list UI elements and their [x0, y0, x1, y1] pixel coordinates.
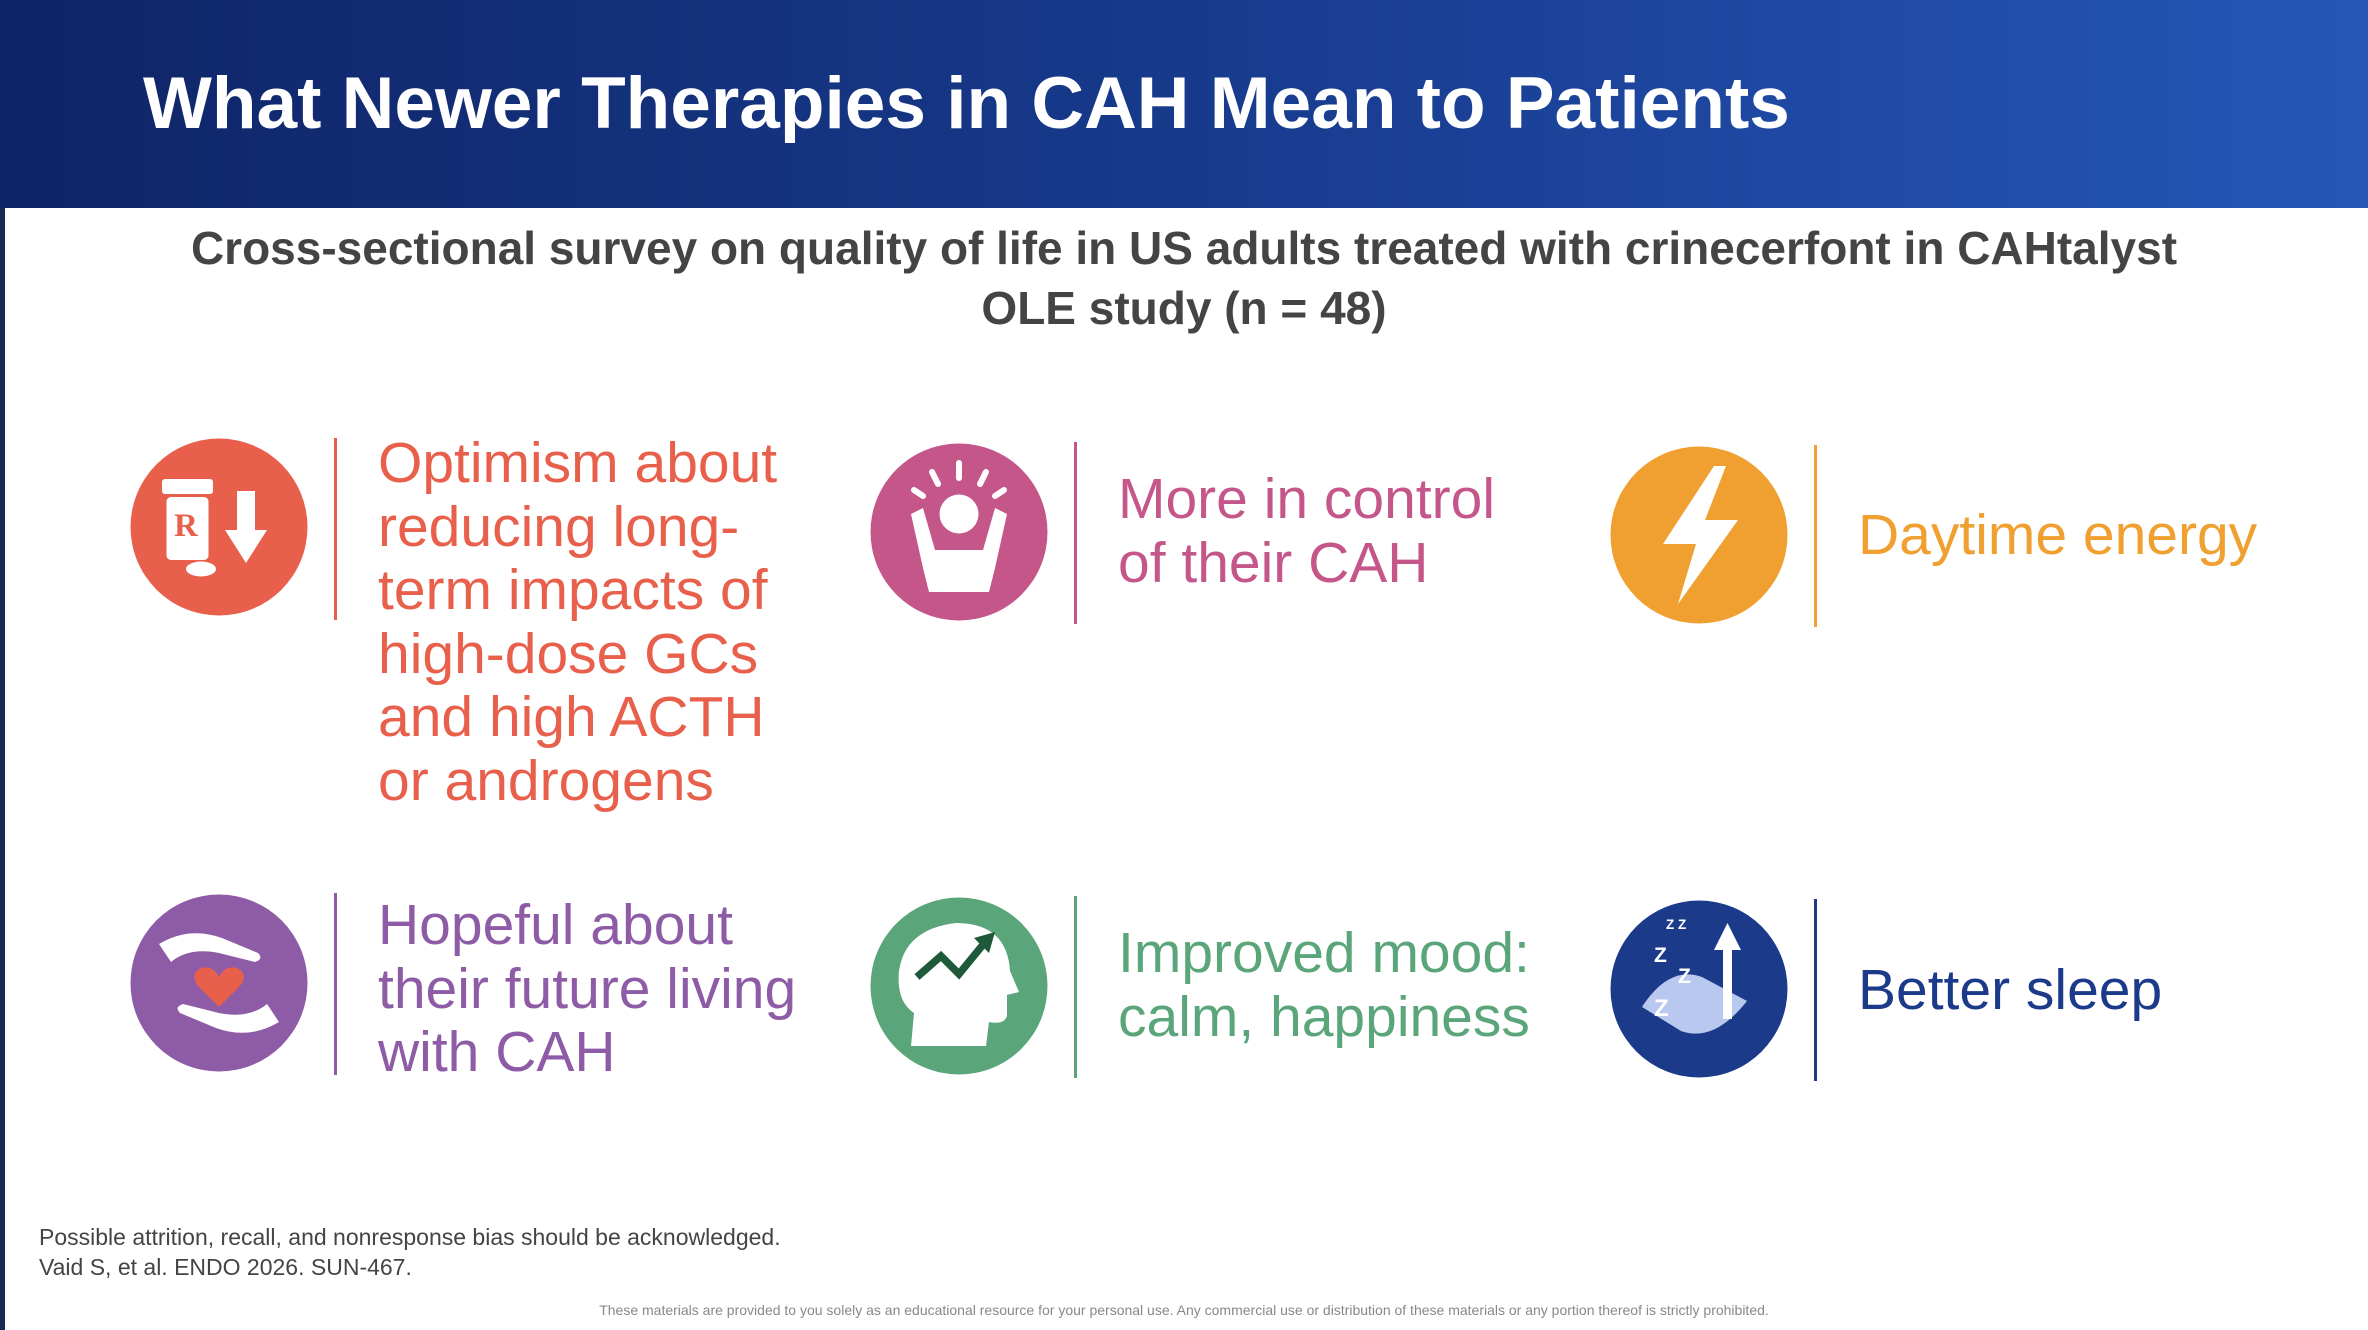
header-bar: [0, 0, 2368, 208]
item-line: or androgens: [378, 748, 714, 813]
item-text: Optimism about reducing long-term impacts…: [378, 431, 778, 813]
item-text: More in control of their CAH: [1118, 467, 1495, 595]
left-edge: [0, 208, 5, 1330]
item-line: More in control: [1118, 467, 1495, 531]
item-line: and high ACTH: [378, 685, 765, 749]
item-text: Better sleep: [1858, 958, 2163, 1023]
item-line: with CAH: [378, 1020, 616, 1084]
slide-title: What Newer Therapies in CAH Mean to Pati…: [143, 63, 1790, 144]
icon-rx: R: [130, 438, 308, 616]
footnotes: Possible attrition, recall, and nonrespo…: [39, 1222, 781, 1282]
divider: [334, 438, 337, 620]
divider: [1814, 899, 1817, 1081]
icon-control: [870, 443, 1048, 621]
item-line: term impacts of: [378, 558, 768, 622]
item-line: their future living: [378, 956, 797, 1021]
svg-text:Z: Z: [1654, 944, 1667, 967]
footnote: Vaid S, et al. ENDO 2026. SUN-467.: [39, 1254, 412, 1280]
item-line: Better sleep: [1858, 958, 2163, 1022]
item-line: calm, happiness: [1118, 984, 1530, 1049]
item-line: Daytime energy: [1858, 503, 2258, 567]
item-text: Hopeful about their future living with CAH: [378, 893, 797, 1085]
subtitle-line: OLE study (n = 48): [981, 282, 1387, 334]
icon-energy: [1610, 446, 1788, 624]
item-line: Improved mood:: [1118, 921, 1530, 985]
divider: [1074, 896, 1077, 1078]
svg-text:R: R: [174, 508, 199, 544]
disclaimer: These materials are provided to you sole…: [599, 1302, 1769, 1318]
svg-text:Z Z: Z Z: [1666, 917, 1686, 932]
item-text: Improved mood: calm, happiness: [1118, 921, 1530, 1049]
footnote: Possible attrition, recall, and nonrespo…: [39, 1224, 781, 1250]
subtitle: Cross-sectional survey on quality of lif…: [0, 218, 2368, 338]
item-line: Optimism about: [378, 431, 778, 495]
item-text: Daytime energy: [1858, 503, 2258, 568]
subtitle-line: Cross-sectional survey on quality of lif…: [190, 222, 2178, 274]
svg-text:Z: Z: [1654, 995, 1669, 1022]
icon-sleep: Z Z Z Z Z: [1610, 900, 1788, 1078]
item-line: of their CAH: [1118, 530, 1429, 595]
icon-mood: [870, 897, 1048, 1075]
divider: [1074, 442, 1077, 624]
divider: [1814, 445, 1817, 627]
icon-hope: [130, 894, 308, 1072]
svg-text:Z: Z: [1678, 965, 1691, 988]
item-line: reducing long-: [378, 494, 740, 559]
divider: [334, 893, 337, 1075]
item-line: high-dose GCs: [378, 621, 759, 686]
item-line: Hopeful about: [378, 893, 733, 957]
